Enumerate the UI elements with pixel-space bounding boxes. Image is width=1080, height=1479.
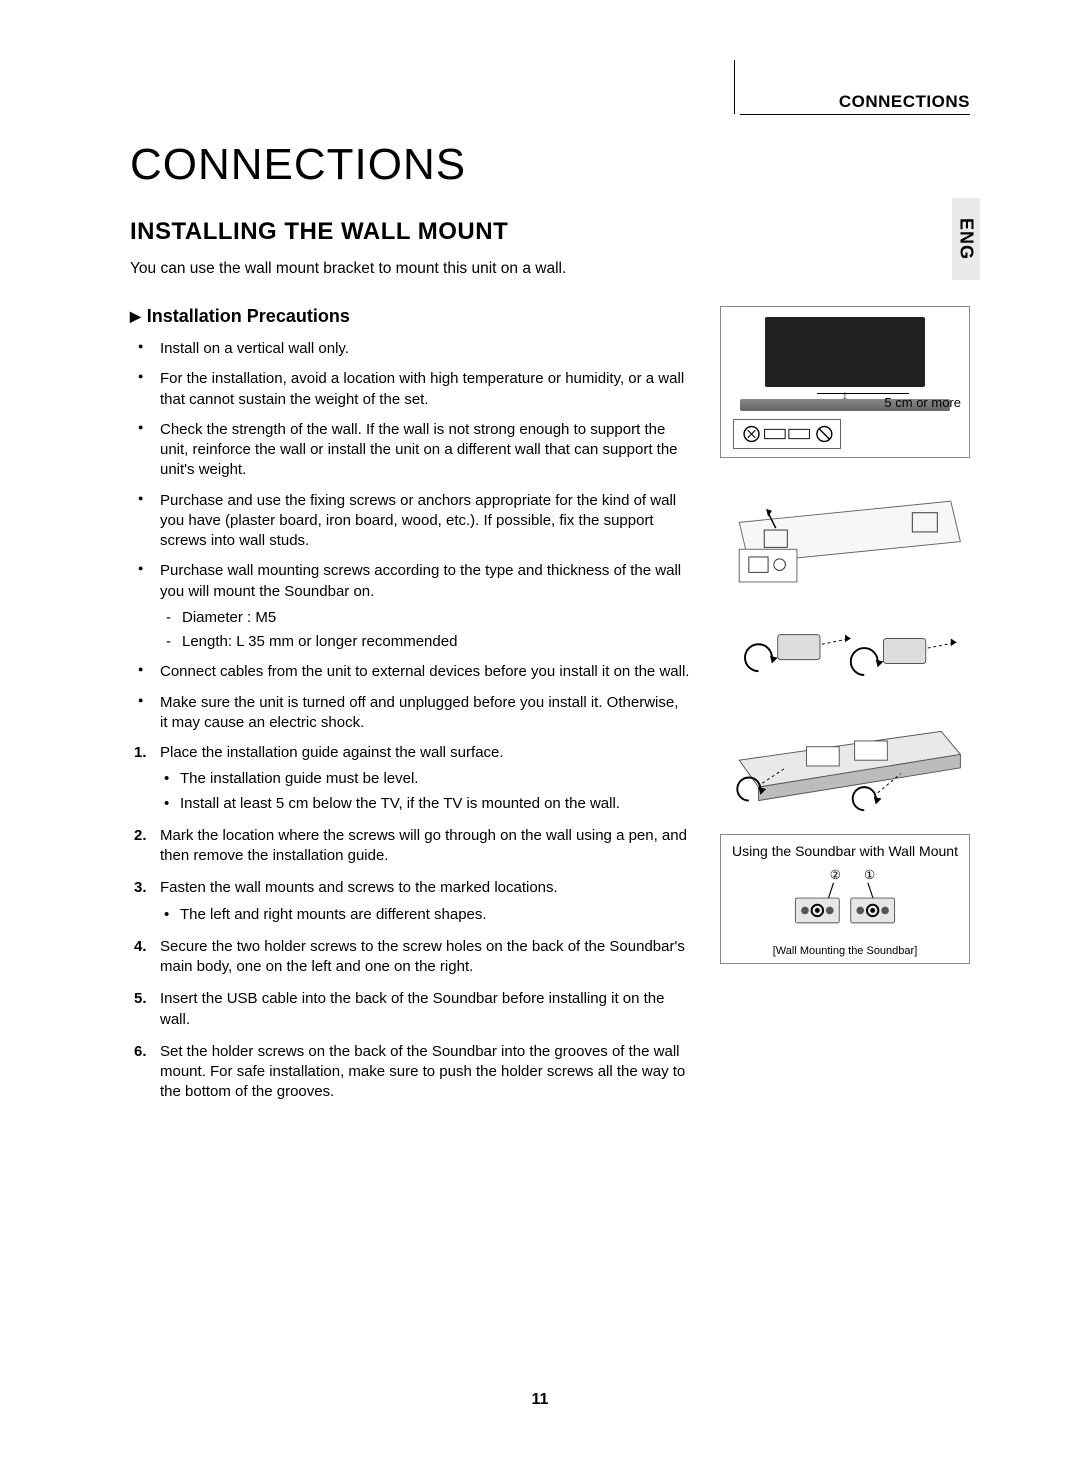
- subsection-heading: ▶ Installation Precautions: [130, 306, 690, 327]
- left-column: ▶ Installation Precautions Install on a v…: [130, 306, 690, 1115]
- list-item: The installation guide must be level.: [180, 769, 690, 789]
- list-item: Check the strength of the wall. If the w…: [160, 420, 690, 481]
- list-item-text: Insert the USB cable into the back of th…: [160, 990, 665, 1027]
- triangle-icon: ▶: [130, 308, 141, 325]
- page-title: CONNECTIONS: [130, 140, 970, 190]
- list-item-text: Install on a vertical wall only.: [160, 340, 349, 357]
- list-item-text: Make sure the unit is turned off and unp…: [160, 694, 678, 731]
- list-item: Fasten the wall mounts and screws to the…: [160, 878, 690, 925]
- figure-tv-gap: ↕ 5 cm or more: [720, 306, 970, 458]
- figure-guide-sheet: [720, 472, 970, 590]
- list-item-text: For the installation, avoid a location w…: [160, 370, 684, 407]
- list-item: Set the holder screws on the back of the…: [160, 1042, 690, 1103]
- list-item: Install on a vertical wall only.: [160, 339, 690, 359]
- dash-sublist: Diameter : M5 Length: L 35 mm or longer …: [160, 608, 690, 653]
- figure-wall-mounts: [720, 604, 970, 696]
- marker-2-icon: ②: [830, 868, 841, 882]
- list-item: Connect cables from the unit to external…: [160, 662, 690, 682]
- list-item: The left and right mounts are different …: [180, 905, 690, 925]
- mount-detail-box: [733, 419, 841, 449]
- list-item: Purchase and use the fixing screws or an…: [160, 491, 690, 552]
- language-tab-text: ENG: [956, 218, 977, 260]
- gap-label: 5 cm or more: [884, 395, 961, 410]
- list-item: Mark the location where the screws will …: [160, 826, 690, 867]
- list-item-text: Purchase wall mounting screws according …: [160, 562, 681, 599]
- list-item-text: Secure the two holder screws to the scre…: [160, 938, 685, 975]
- header-section-label: CONNECTIONS: [839, 92, 970, 112]
- step-sublist: The installation guide must be level. In…: [160, 769, 690, 814]
- list-item-text: Purchase and use the fixing screws or an…: [160, 492, 676, 550]
- list-item: Make sure the unit is turned off and unp…: [160, 693, 690, 734]
- header-rule: [740, 114, 970, 115]
- list-item-text: Set the holder screws on the back of the…: [160, 1043, 685, 1101]
- list-item: Diameter : M5: [182, 608, 690, 628]
- intro-text: You can use the wall mount bracket to mo…: [130, 260, 970, 278]
- header-separator: [734, 60, 735, 114]
- figure-wall-mount-use: Using the Soundbar with Wall Mount ② ①: [720, 834, 970, 964]
- marker-1-icon: ①: [864, 868, 875, 882]
- figure-caption-bottom: [Wall Mounting the Soundbar]: [721, 945, 969, 957]
- list-item-text: Fasten the wall mounts and screws to the…: [160, 879, 558, 896]
- list-item: For the installation, avoid a location w…: [160, 369, 690, 410]
- list-item-text: Place the installation guide against the…: [160, 744, 504, 761]
- list-item: Length: L 35 mm or longer recommended: [182, 632, 690, 652]
- step-sublist: The left and right mounts are different …: [160, 905, 690, 925]
- two-column-layout: ▶ Installation Precautions Install on a v…: [130, 306, 970, 1115]
- figure-soundbar-back: [720, 710, 970, 820]
- section-heading: INSTALLING THE WALL MOUNT: [130, 218, 970, 246]
- tv-icon: [765, 317, 925, 387]
- list-item-text: Check the strength of the wall. If the w…: [160, 421, 678, 479]
- subsection-heading-text: Installation Precautions: [147, 306, 350, 326]
- list-item: Install at least 5 cm below the TV, if t…: [180, 794, 690, 814]
- steps-list: Place the installation guide against the…: [130, 743, 690, 1103]
- precautions-list: Install on a vertical wall only. For the…: [130, 339, 690, 733]
- page-number: 11: [0, 1391, 1080, 1409]
- manual-page: CONNECTIONS ENG CONNECTIONS INSTALLING T…: [0, 0, 1080, 1479]
- language-tab: ENG: [952, 198, 980, 280]
- leader-line: [817, 393, 909, 394]
- list-item: Secure the two holder screws to the scre…: [160, 937, 690, 978]
- list-item-text: Mark the location where the screws will …: [160, 827, 687, 864]
- list-item: Place the installation guide against the…: [160, 743, 690, 814]
- right-column: ↕ 5 cm or more: [720, 306, 970, 1115]
- list-item-text: Connect cables from the unit to external…: [160, 663, 689, 680]
- list-item: Insert the USB cable into the back of th…: [160, 989, 690, 1030]
- list-item: Purchase wall mounting screws according …: [160, 561, 690, 652]
